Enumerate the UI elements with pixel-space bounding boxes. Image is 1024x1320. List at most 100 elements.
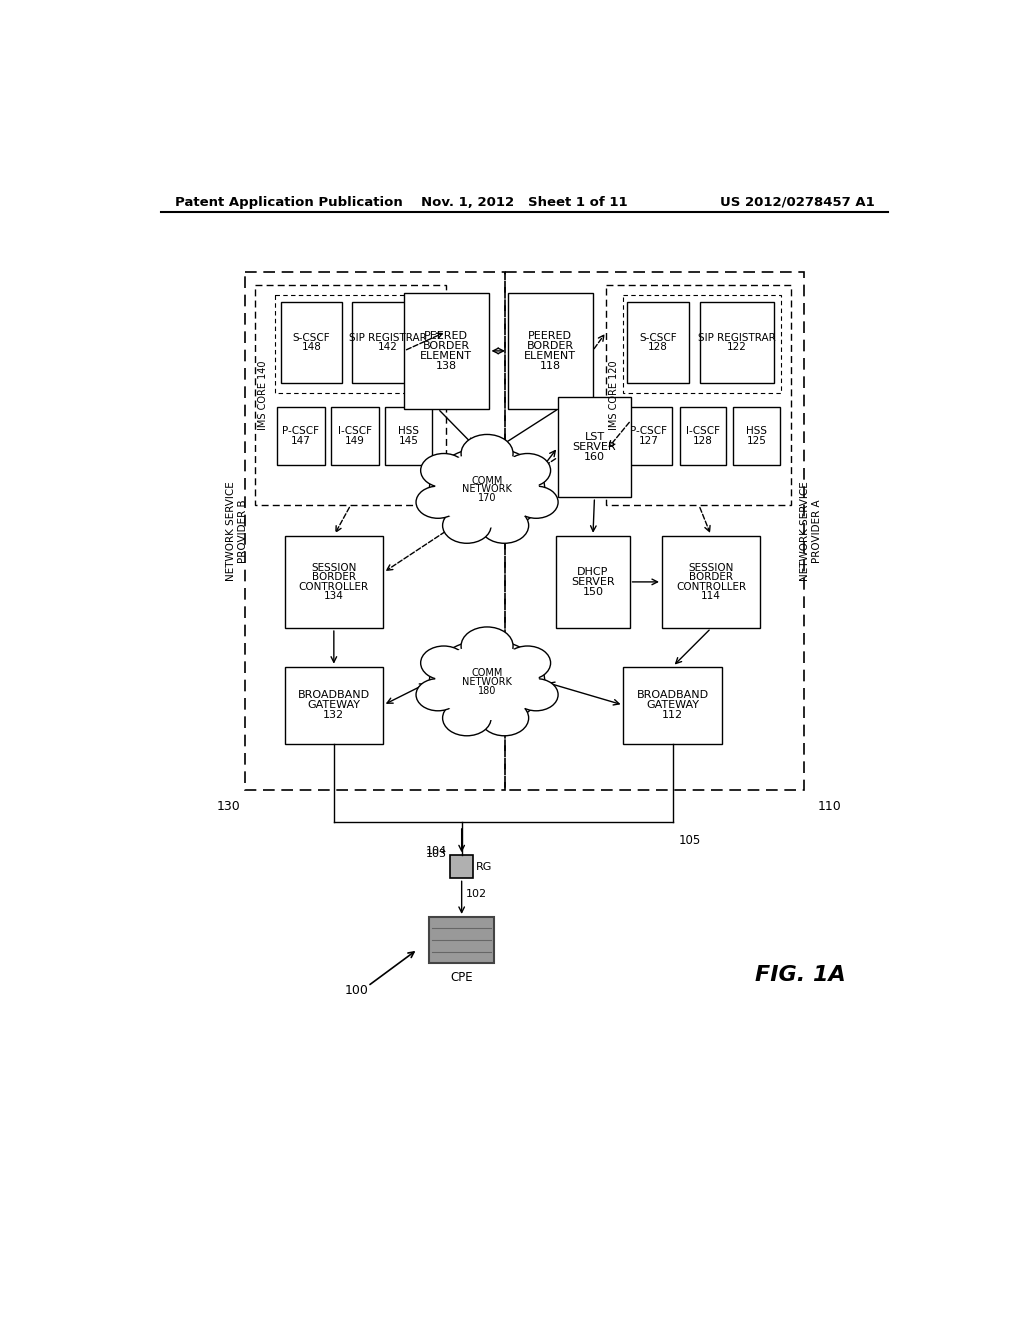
Text: 102: 102 <box>466 888 486 899</box>
Text: 130: 130 <box>217 800 241 813</box>
Bar <box>331 407 379 465</box>
Text: 180: 180 <box>478 685 497 696</box>
Bar <box>508 293 593 409</box>
Text: 118: 118 <box>540 360 561 371</box>
Text: SIP REGISTRAR: SIP REGISTRAR <box>349 333 427 343</box>
Bar <box>662 536 761 628</box>
Bar <box>255 285 446 504</box>
Text: CPE: CPE <box>451 970 473 983</box>
Text: 145: 145 <box>398 436 419 446</box>
Text: Patent Application Publication: Patent Application Publication <box>175 195 403 209</box>
Text: I-CSCF: I-CSCF <box>686 426 720 437</box>
Bar <box>626 407 672 465</box>
Text: 104: 104 <box>426 846 447 857</box>
Bar <box>624 667 722 743</box>
Text: BORDER: BORDER <box>312 573 356 582</box>
Text: US 2012/0278457 A1: US 2012/0278457 A1 <box>720 195 874 209</box>
Ellipse shape <box>435 451 539 528</box>
Text: DHCP: DHCP <box>578 568 608 577</box>
Ellipse shape <box>505 454 551 487</box>
Bar <box>451 855 473 878</box>
Ellipse shape <box>421 645 467 680</box>
Text: S-CSCF: S-CSCF <box>293 333 331 343</box>
Text: 127: 127 <box>639 436 658 446</box>
Text: HSS: HSS <box>398 426 419 437</box>
Text: NETWORK: NETWORK <box>462 677 512 686</box>
Bar <box>606 285 792 504</box>
Bar <box>351 302 425 383</box>
Text: NETWORK SERVICE
PROVIDER A: NETWORK SERVICE PROVIDER A <box>801 482 822 581</box>
Text: BORDER: BORDER <box>689 573 733 582</box>
Text: 128: 128 <box>648 342 668 352</box>
Text: CONTROLLER: CONTROLLER <box>676 582 746 591</box>
Bar <box>285 667 383 743</box>
Text: SERVER: SERVER <box>571 577 614 587</box>
Text: COMM: COMM <box>471 668 503 678</box>
Text: S-CSCF: S-CSCF <box>639 333 677 343</box>
Ellipse shape <box>435 644 539 721</box>
Text: 112: 112 <box>663 710 683 719</box>
Text: 128: 128 <box>692 436 713 446</box>
Text: 150: 150 <box>583 587 603 597</box>
Ellipse shape <box>442 508 492 544</box>
Text: ELEMENT: ELEMENT <box>524 351 577 360</box>
Text: 147: 147 <box>291 436 310 446</box>
Bar <box>733 407 779 465</box>
Text: NETWORK: NETWORK <box>462 484 512 495</box>
Text: COMM: COMM <box>471 477 503 486</box>
Ellipse shape <box>416 678 460 710</box>
Text: 138: 138 <box>435 360 457 371</box>
Bar <box>680 407 726 465</box>
Text: 170: 170 <box>478 494 497 503</box>
Text: 122: 122 <box>727 342 746 352</box>
Text: 105: 105 <box>679 834 701 846</box>
Ellipse shape <box>416 486 460 519</box>
Bar <box>285 536 383 628</box>
Text: 103: 103 <box>426 849 447 859</box>
Text: I-CSCF: I-CSCF <box>338 426 372 437</box>
Text: 134: 134 <box>324 591 344 601</box>
Bar <box>628 302 689 383</box>
Text: 132: 132 <box>324 710 344 719</box>
Ellipse shape <box>421 454 467 487</box>
Bar <box>281 302 342 383</box>
Text: RG: RG <box>476 862 493 871</box>
Text: BORDER: BORDER <box>423 341 470 351</box>
Ellipse shape <box>461 434 513 473</box>
Text: BORDER: BORDER <box>526 341 573 351</box>
Text: IMS CORE 140: IMS CORE 140 <box>258 360 268 430</box>
Text: PEERED: PEERED <box>528 331 572 341</box>
Ellipse shape <box>461 627 513 665</box>
Ellipse shape <box>429 640 545 725</box>
Text: LST: LST <box>585 432 604 442</box>
Bar <box>556 536 630 628</box>
Text: 100: 100 <box>344 983 368 997</box>
Ellipse shape <box>480 508 528 544</box>
Bar <box>403 293 488 409</box>
Text: 110: 110 <box>817 800 841 813</box>
Text: HSS: HSS <box>746 426 767 437</box>
Text: GATEWAY: GATEWAY <box>307 700 360 710</box>
Text: SESSION: SESSION <box>311 564 356 573</box>
Ellipse shape <box>505 645 551 680</box>
Text: ELEMENT: ELEMENT <box>420 351 472 360</box>
Text: Nov. 1, 2012   Sheet 1 of 11: Nov. 1, 2012 Sheet 1 of 11 <box>422 195 628 209</box>
Bar <box>245 272 505 789</box>
Text: 149: 149 <box>345 436 365 446</box>
Bar <box>276 407 325 465</box>
Text: BROADBAND: BROADBAND <box>637 690 709 700</box>
Ellipse shape <box>429 447 545 532</box>
Bar <box>624 294 781 393</box>
Bar <box>385 407 432 465</box>
Text: BROADBAND: BROADBAND <box>298 690 370 700</box>
Text: 160: 160 <box>584 451 605 462</box>
Bar <box>558 397 631 498</box>
Text: FIG. 1A: FIG. 1A <box>755 965 846 985</box>
Ellipse shape <box>514 678 558 710</box>
Text: 114: 114 <box>701 591 721 601</box>
Text: SIP REGISTRAR: SIP REGISTRAR <box>698 333 776 343</box>
Text: 142: 142 <box>378 342 398 352</box>
Text: 125: 125 <box>746 436 767 446</box>
Text: PEERED: PEERED <box>424 331 468 341</box>
Text: SERVER: SERVER <box>572 442 616 453</box>
